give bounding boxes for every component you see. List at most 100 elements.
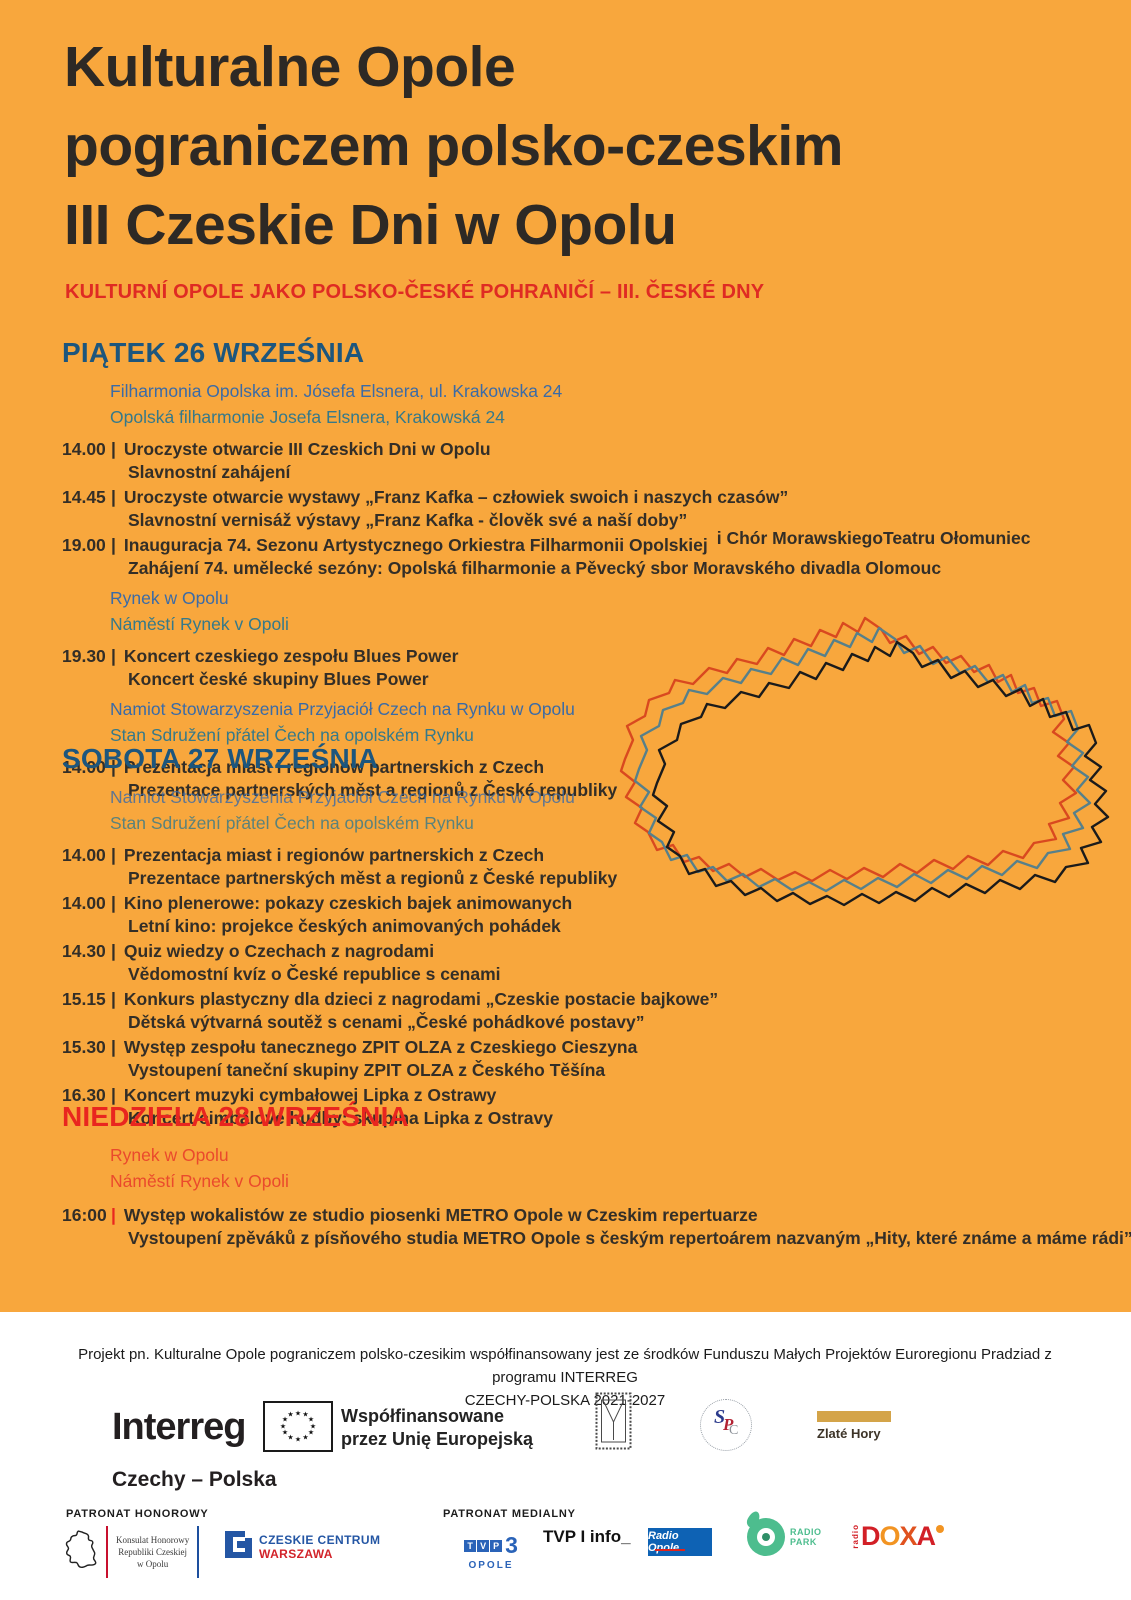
event-title-side-note: i Chór MorawskiegoTeatru Ołomuniec — [716, 528, 1031, 548]
venue-block: Rynek w Opolu Náměstí Rynek v Opoli — [110, 1143, 1112, 1194]
czeskie-centrum-line-2: WARSZAWA — [259, 1547, 333, 1561]
radio-park-disc-icon — [744, 1509, 785, 1556]
interreg-logo: Interreg — [112, 1406, 246, 1448]
eu-star-icon: ★ — [307, 1429, 315, 1437]
event-row: 14.00 | Prezentacja miast i regionów partn… — [62, 844, 1112, 889]
time-separator: | — [111, 646, 116, 666]
event-title-cz: Vědomostní kvíz o České republice s cena… — [128, 963, 501, 984]
zlate-hory-logo-bar — [817, 1411, 891, 1422]
event-title-pl: Konkurs plastyczny dla dzieci z nagrodam… — [123, 989, 719, 1009]
czech-lion-icon — [64, 1527, 100, 1578]
event-time: 14.00 — [62, 439, 106, 459]
venue-line-pl: Namiot Stowarzyszenia Przyjaciół Czech n… — [110, 787, 575, 807]
event-title-cz: Dětská výtvarná soutěž s cenami „České p… — [128, 1011, 645, 1032]
eu-star-icon: ★ — [281, 1416, 289, 1424]
title-line-2: pograniczem polsko-czeskim — [64, 114, 843, 178]
event-title-pl: Uroczyste otwarcie III Czeskich Dni w Op… — [123, 439, 491, 459]
venue-line-cz: Náměstí Rynek v Opoli — [110, 613, 289, 634]
eu-star-icon: ★ — [287, 1411, 294, 1419]
event-row: 15.30 | Występ zespołu tanecznego ZPIT OLZ… — [62, 1036, 1112, 1081]
event-title-cz: Zahájení 74. umělecké sezóny: Opolská fi… — [128, 557, 942, 578]
event-time: 16.30 — [62, 1085, 106, 1105]
time-separator: | — [111, 845, 116, 865]
event-title-cz: Letní kino: projekce českých animovaných… — [128, 915, 561, 936]
day-section-friday: PIĄTEK 26 WRZEŚNIA Filharmonia Opolska i… — [62, 336, 1112, 801]
event-title-cz: Vystoupení zpěváků z písňového studia ME… — [128, 1227, 1131, 1248]
event-title-pl: Quiz wiedzy o Czechach z nagrodami — [123, 941, 435, 961]
event-row: 14.00 | Uroczyste otwarcie III Czeskich Dn… — [62, 438, 1112, 483]
event-row: 16.30 | Koncert muzyki cymbałowej Lipka z … — [62, 1084, 1112, 1129]
eu-star-icon: ★ — [294, 1436, 302, 1443]
event-row: 15.15 | Konkurs plastyczny dla dzieci z na… — [62, 988, 1112, 1033]
czeskie-centrum-logo: CZESKIE CENTRUM WARSZAWA — [225, 1531, 380, 1563]
divider — [197, 1526, 200, 1578]
eu-star-icon: ★ — [281, 1429, 289, 1437]
venue-line-pl: Filharmonia Opolska im. Jósefa Elsnera, … — [110, 381, 563, 401]
venue-line-pl: Namiot Stowarzyszenia Przyjaciół Czech n… — [110, 699, 575, 719]
day-heading-sunday: NIEDZIELA 28 WRZEŚNIA — [62, 1101, 409, 1132]
time-separator: | — [111, 1205, 116, 1225]
konsulat-line-3: w Opolu — [137, 1559, 169, 1569]
venue-line-cz: Stan Sdružení přátel Čech na opolském Ry… — [110, 812, 474, 833]
patronat-honorowy-label: PATRONAT HONOROWY — [66, 1508, 209, 1520]
time-separator: | — [111, 1085, 116, 1105]
event-time: 15.15 — [62, 989, 106, 1009]
konsulat-line-1: Konsulat Honorowy — [116, 1535, 190, 1545]
czech-centre-icon — [225, 1531, 252, 1563]
eu-cofunded-caption: Współfinansowane przez Unię Europejską — [341, 1405, 533, 1451]
time-separator: | — [111, 893, 116, 913]
eu-star-icon: ★ — [302, 1411, 309, 1419]
patronat-medialny-label: PATRONAT MEDIALNY — [443, 1508, 576, 1520]
event-title-cz: Koncert cimbálové hudby: skupina Lipka z… — [128, 1107, 553, 1128]
eu-star-icon: ★ — [279, 1423, 287, 1430]
title-line-1: Kulturalne Opole — [64, 35, 516, 99]
event-row: 14.00 | Prezentacja miast i regionów partn… — [62, 756, 1112, 801]
day-section-saturday: SOBOTA 27 WRZEŚNIA Namiot Stowarzyszenia… — [62, 742, 1112, 1129]
funding-line-2: CZECHY-POLSKA 2021-2027 — [464, 1392, 666, 1409]
poster-title: Kulturalne Opole pograniczem polsko-czes… — [64, 28, 843, 265]
day-heading-saturday: SOBOTA 27 WRZEŚNIA — [62, 743, 379, 774]
venue-block: Namiot Stowarzyszenia Przyjaciół Czech n… — [110, 785, 1112, 836]
event-time: 19.30 — [62, 646, 106, 666]
eu-cofunded-line-2: przez Unię Europejską — [341, 1429, 534, 1449]
poster-subtitle: KULTURNÍ OPOLE JAKO POLSKO-ČESKÉ POHRANI… — [65, 281, 765, 303]
event-title-pl: Prezentacja miast i regionów partnerskic… — [123, 757, 545, 777]
venue-line-pl: Rynek w Opolu — [110, 588, 229, 608]
konsulat-honorowy-logo: Konsulat Honorowy Republiki Czeskiej w O… — [64, 1526, 200, 1578]
event-time: 14.00 — [62, 845, 106, 865]
event-row: 16:00 | Występ wokalistów ze studio piosen… — [62, 1204, 1131, 1249]
konsulat-line-2: Republiki Czeskiej — [118, 1547, 187, 1557]
event-title-pl: Inauguracja 74. Sezonu Artystycznego Ork… — [123, 535, 708, 555]
time-separator: | — [111, 989, 116, 1009]
event-time: 14.45 — [62, 487, 106, 507]
event-title-cz: Prezentace partnerských měst a regionů z… — [128, 867, 618, 888]
venue-block: Filharmonia Opolska im. Jósefa Elsnera, … — [110, 379, 1112, 430]
eu-flag-icon: ★ ★ ★ ★ ★ ★ ★ ★ ★ ★ ★ ★ — [263, 1401, 333, 1452]
time-separator: | — [111, 439, 116, 459]
venue-block: Rynek w Opolu Náměstí Rynek v Opoli — [110, 586, 1112, 637]
event-row: 19.30 | Koncert czeskiego zespołu Blues Po… — [62, 645, 1112, 690]
event-time: 19.00 — [62, 535, 106, 555]
day-heading-friday: PIĄTEK 26 WRZEŚNIA — [62, 337, 365, 368]
venue-line-cz: Stan Sdružení přátel Čech na opolském Ry… — [110, 724, 474, 745]
czeskie-centrum-line-1: CZESKIE CENTRUM — [259, 1533, 381, 1547]
eu-star-icon: ★ — [302, 1434, 309, 1442]
time-separator: | — [111, 757, 116, 777]
event-title-cz: Koncert české skupiny Blues Power — [128, 668, 429, 689]
event-title-cz: Prezentace partnerských měst a regionů z… — [128, 779, 618, 800]
stamp-emblem-icon — [595, 1392, 632, 1455]
funding-note: Projekt pn. Kulturalne Opole pograniczem… — [45, 1343, 1085, 1412]
venue-block: Namiot Stowarzyszenia Przyjaciół Czech n… — [110, 697, 1112, 748]
event-time: 16:00 — [62, 1205, 107, 1225]
time-separator: | — [111, 535, 116, 555]
event-title-pl: Koncert muzyki cymbałowej Lipka z Ostraw… — [123, 1085, 497, 1105]
venue-line-cz: Náměstí Rynek v Opoli — [110, 1170, 289, 1191]
funding-line-1: Projekt pn. Kulturalne Opole pograniczem… — [78, 1346, 1052, 1386]
radio-park-logo: RADIO PARK — [744, 1509, 822, 1556]
event-title-pl: Uroczyste otwarcie wystawy „Franz Kafka … — [123, 487, 789, 507]
event-title-cz: Slavnostní zahájení — [128, 461, 291, 482]
event-title-pl: Występ zespołu tanecznego ZPIT OLZA z Cz… — [123, 1037, 638, 1057]
time-separator: | — [111, 1037, 116, 1057]
event-row: 14.00 | Kino plenerowe: pokazy czeskich ba… — [62, 892, 1112, 937]
